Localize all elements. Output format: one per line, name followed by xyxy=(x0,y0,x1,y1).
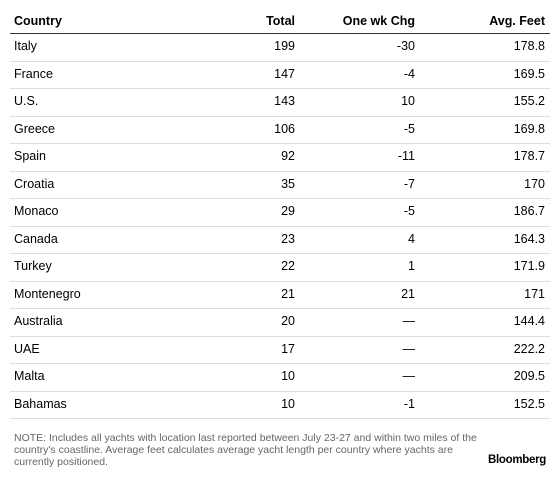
row-rule xyxy=(10,88,550,89)
note: NOTE: Includes all yachts with location … xyxy=(14,432,477,468)
table-cell: Canada xyxy=(14,231,58,246)
header-rule xyxy=(10,33,550,34)
table-cell: 23 xyxy=(281,231,295,246)
table-cell: 21 xyxy=(401,286,415,301)
row-rule xyxy=(10,308,550,309)
row-rule xyxy=(10,418,550,419)
row-rule xyxy=(10,390,550,392)
table-cell: Malta xyxy=(14,369,45,383)
table-cell: -7 xyxy=(403,176,415,191)
table-cell: -1 xyxy=(403,396,415,411)
row-rule xyxy=(10,198,550,199)
header-cell: One wk Chg xyxy=(342,14,415,28)
table-cell: 35 xyxy=(281,176,295,191)
table-cell: 171 xyxy=(524,286,545,301)
table-cell: — xyxy=(402,341,416,356)
table-cell: 10 xyxy=(281,396,295,411)
table-cell: 209.5 xyxy=(513,369,545,383)
table-cell: 106 xyxy=(274,121,295,136)
table-cell: 4 xyxy=(408,231,415,246)
row-rule xyxy=(10,253,550,254)
table-cell: 22 xyxy=(281,259,295,273)
table-cell: -4 xyxy=(403,66,415,81)
row-rule xyxy=(10,225,550,227)
table-cell: 10 xyxy=(401,94,415,108)
table-cell: -30 xyxy=(396,39,415,53)
row-rule xyxy=(10,170,550,172)
header-cell: Total xyxy=(266,14,295,28)
table-cell: Montenegro xyxy=(14,286,81,301)
table-cell: 143 xyxy=(274,94,295,108)
row-rule xyxy=(10,280,550,282)
table-cell: 169.5 xyxy=(513,66,545,81)
table-cell: Turkey xyxy=(14,259,52,273)
table-cell: U.S. xyxy=(14,94,39,108)
row-rule xyxy=(10,60,550,62)
table-cell: 92 xyxy=(281,149,295,163)
table-cell: -5 xyxy=(403,121,415,136)
table-cell: 147 xyxy=(274,66,295,81)
table-cell: Croatia xyxy=(14,176,55,191)
table-cell: -5 xyxy=(403,204,415,218)
table-cell: Bahamas xyxy=(14,396,67,411)
table-cell: 155.2 xyxy=(513,94,545,108)
table-cell: 10 xyxy=(281,369,295,383)
table-cell: -11 xyxy=(397,149,415,163)
table-cell: — xyxy=(402,369,416,383)
table-cell: Australia xyxy=(14,314,63,328)
table-cell: 178.8 xyxy=(513,39,545,53)
table-cell: 178.7 xyxy=(513,149,545,163)
table-cell: UAE xyxy=(14,341,40,356)
table-cell: 169.8 xyxy=(513,121,545,136)
table-cell: 21 xyxy=(281,286,295,301)
table-cell: 199 xyxy=(274,39,295,53)
table-cell: — xyxy=(402,314,416,328)
table-cell: France xyxy=(14,66,53,81)
table-cell: Spain xyxy=(14,149,46,163)
table-cell: 186.7 xyxy=(513,204,545,218)
table-cell: 1 xyxy=(408,259,415,273)
source: Bloomberg xyxy=(488,454,546,466)
table-cell: 144.4 xyxy=(513,314,545,328)
table-cell: 222.2 xyxy=(513,341,545,356)
row-rule xyxy=(10,335,550,337)
table-cell: Italy xyxy=(14,39,37,53)
table-cell: 17 xyxy=(281,341,295,356)
table-cell: 164.3 xyxy=(513,231,545,246)
table-cell: Monaco xyxy=(14,204,59,218)
header-cell: Avg. Feet xyxy=(489,14,545,28)
table-cell: 171.9 xyxy=(513,259,545,273)
header-cell: Country xyxy=(14,14,62,28)
table-cell: 20 xyxy=(281,314,295,328)
table-cell: 170 xyxy=(524,176,545,191)
row-rule xyxy=(10,143,550,144)
table-cell: 152.5 xyxy=(513,396,545,411)
row-rule xyxy=(10,115,550,117)
table-cell: Greece xyxy=(14,121,55,136)
row-rule xyxy=(10,363,550,364)
table-cell: 29 xyxy=(281,204,295,218)
